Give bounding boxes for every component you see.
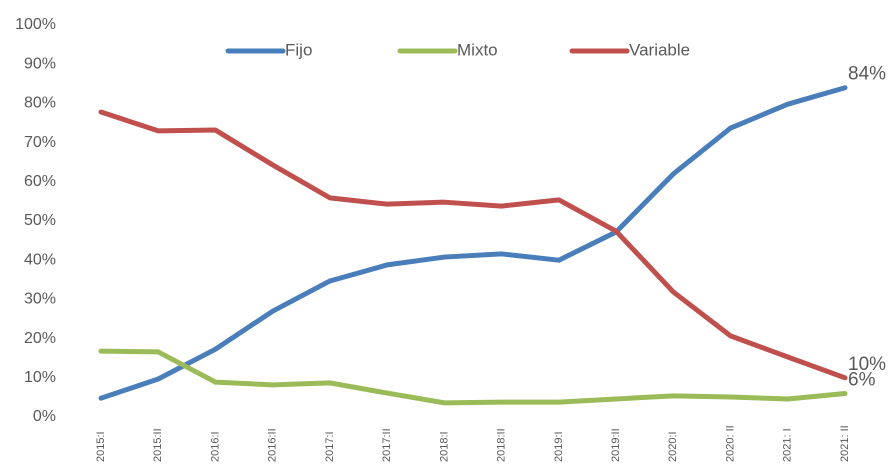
x-tick-label: 2016:I — [209, 431, 221, 462]
legend-label: Fijo — [285, 40, 312, 59]
x-tick-label: 2015:II — [152, 428, 164, 462]
x-tick-label: 2017:II — [381, 428, 393, 462]
y-tick-label: 70% — [24, 134, 56, 151]
y-tick-label: 10% — [24, 369, 56, 386]
line-series — [98, 109, 848, 381]
y-tick-label: 30% — [24, 291, 56, 308]
y-tick-label: 50% — [24, 212, 56, 229]
x-tick-label: 2021: II — [839, 425, 851, 462]
line-series — [98, 348, 848, 406]
value-label: 84% — [848, 64, 886, 85]
x-tick-label: 2019:II — [610, 428, 622, 462]
x-tick-label: 2020: II — [724, 425, 736, 462]
legend-label: Mixto — [457, 40, 498, 59]
x-tick-label: 2015:I — [95, 431, 107, 462]
y-tick-label: 60% — [24, 173, 56, 190]
legend-label: Variable — [629, 40, 690, 59]
x-tick-label: 2019:I — [553, 431, 565, 462]
x-tick-label: 2021: I — [782, 428, 794, 462]
line-series — [98, 85, 848, 401]
x-tick-label: 2018:I — [438, 431, 450, 462]
y-tick-label: 80% — [24, 95, 56, 112]
y-tick-label: 40% — [24, 251, 56, 268]
value-label: 6% — [848, 369, 876, 390]
value-label: 10% — [848, 354, 886, 375]
x-tick-label: 2016:II — [267, 428, 279, 462]
x-tick-label: 2017:I — [324, 431, 336, 462]
x-tick-label: 2020:I — [667, 431, 679, 462]
y-tick-label: 20% — [24, 330, 56, 347]
y-tick-label: 100% — [15, 16, 56, 33]
x-tick-label: 2018:II — [496, 428, 508, 462]
y-tick-label: 90% — [24, 55, 56, 72]
y-tick-label: 0% — [33, 408, 56, 425]
